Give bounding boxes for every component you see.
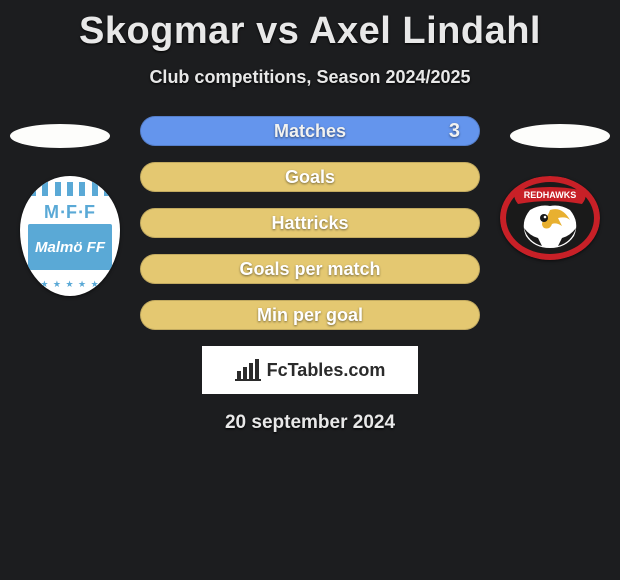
stat-label: Goals (140, 167, 480, 188)
stat-bars: Matches 3 Goals Hattricks Goals per matc… (140, 116, 480, 330)
stat-label: Goals per match (140, 259, 480, 280)
page-subtitle: Club competitions, Season 2024/2025 (0, 67, 620, 88)
stat-row-min-per-goal: Min per goal (140, 300, 480, 330)
stat-row-goals-per-match: Goals per match (140, 254, 480, 284)
club-crest-right: REDHAWKS (500, 176, 600, 296)
page-title: Skogmar vs Axel Lindahl (0, 0, 620, 53)
malmo-ff-crest: M∙F∙F Malmö FF ★ ★ ★ ★ ★ ★ ★ (20, 176, 120, 296)
watermark-text: FcTables.com (267, 360, 386, 381)
redhawks-crest: REDHAWKS (500, 176, 600, 260)
player-left-placeholder (10, 124, 110, 148)
player-right-placeholder (510, 124, 610, 148)
crest-club-name: Malmö FF (35, 239, 105, 256)
stat-value: 3 (449, 120, 460, 143)
stat-row-goals: Goals (140, 162, 480, 192)
crest-banner-text: REDHAWKS (524, 190, 577, 200)
stat-label: Matches (140, 121, 480, 142)
stat-label: Min per goal (140, 305, 480, 326)
watermark-banner: FcTables.com (202, 346, 418, 394)
comparison-panel: M∙F∙F Malmö FF ★ ★ ★ ★ ★ ★ ★ REDHAWKS Ma… (0, 116, 620, 434)
footer-date: 20 september 2024 (0, 412, 620, 434)
crest-abbr: M∙F∙F (20, 202, 120, 223)
stat-row-hattricks: Hattricks (140, 208, 480, 238)
stat-row-matches: Matches 3 (140, 116, 480, 146)
bars-icon (235, 359, 261, 381)
stat-label: Hattricks (140, 213, 480, 234)
club-crest-left: M∙F∙F Malmö FF ★ ★ ★ ★ ★ ★ ★ (20, 176, 120, 296)
